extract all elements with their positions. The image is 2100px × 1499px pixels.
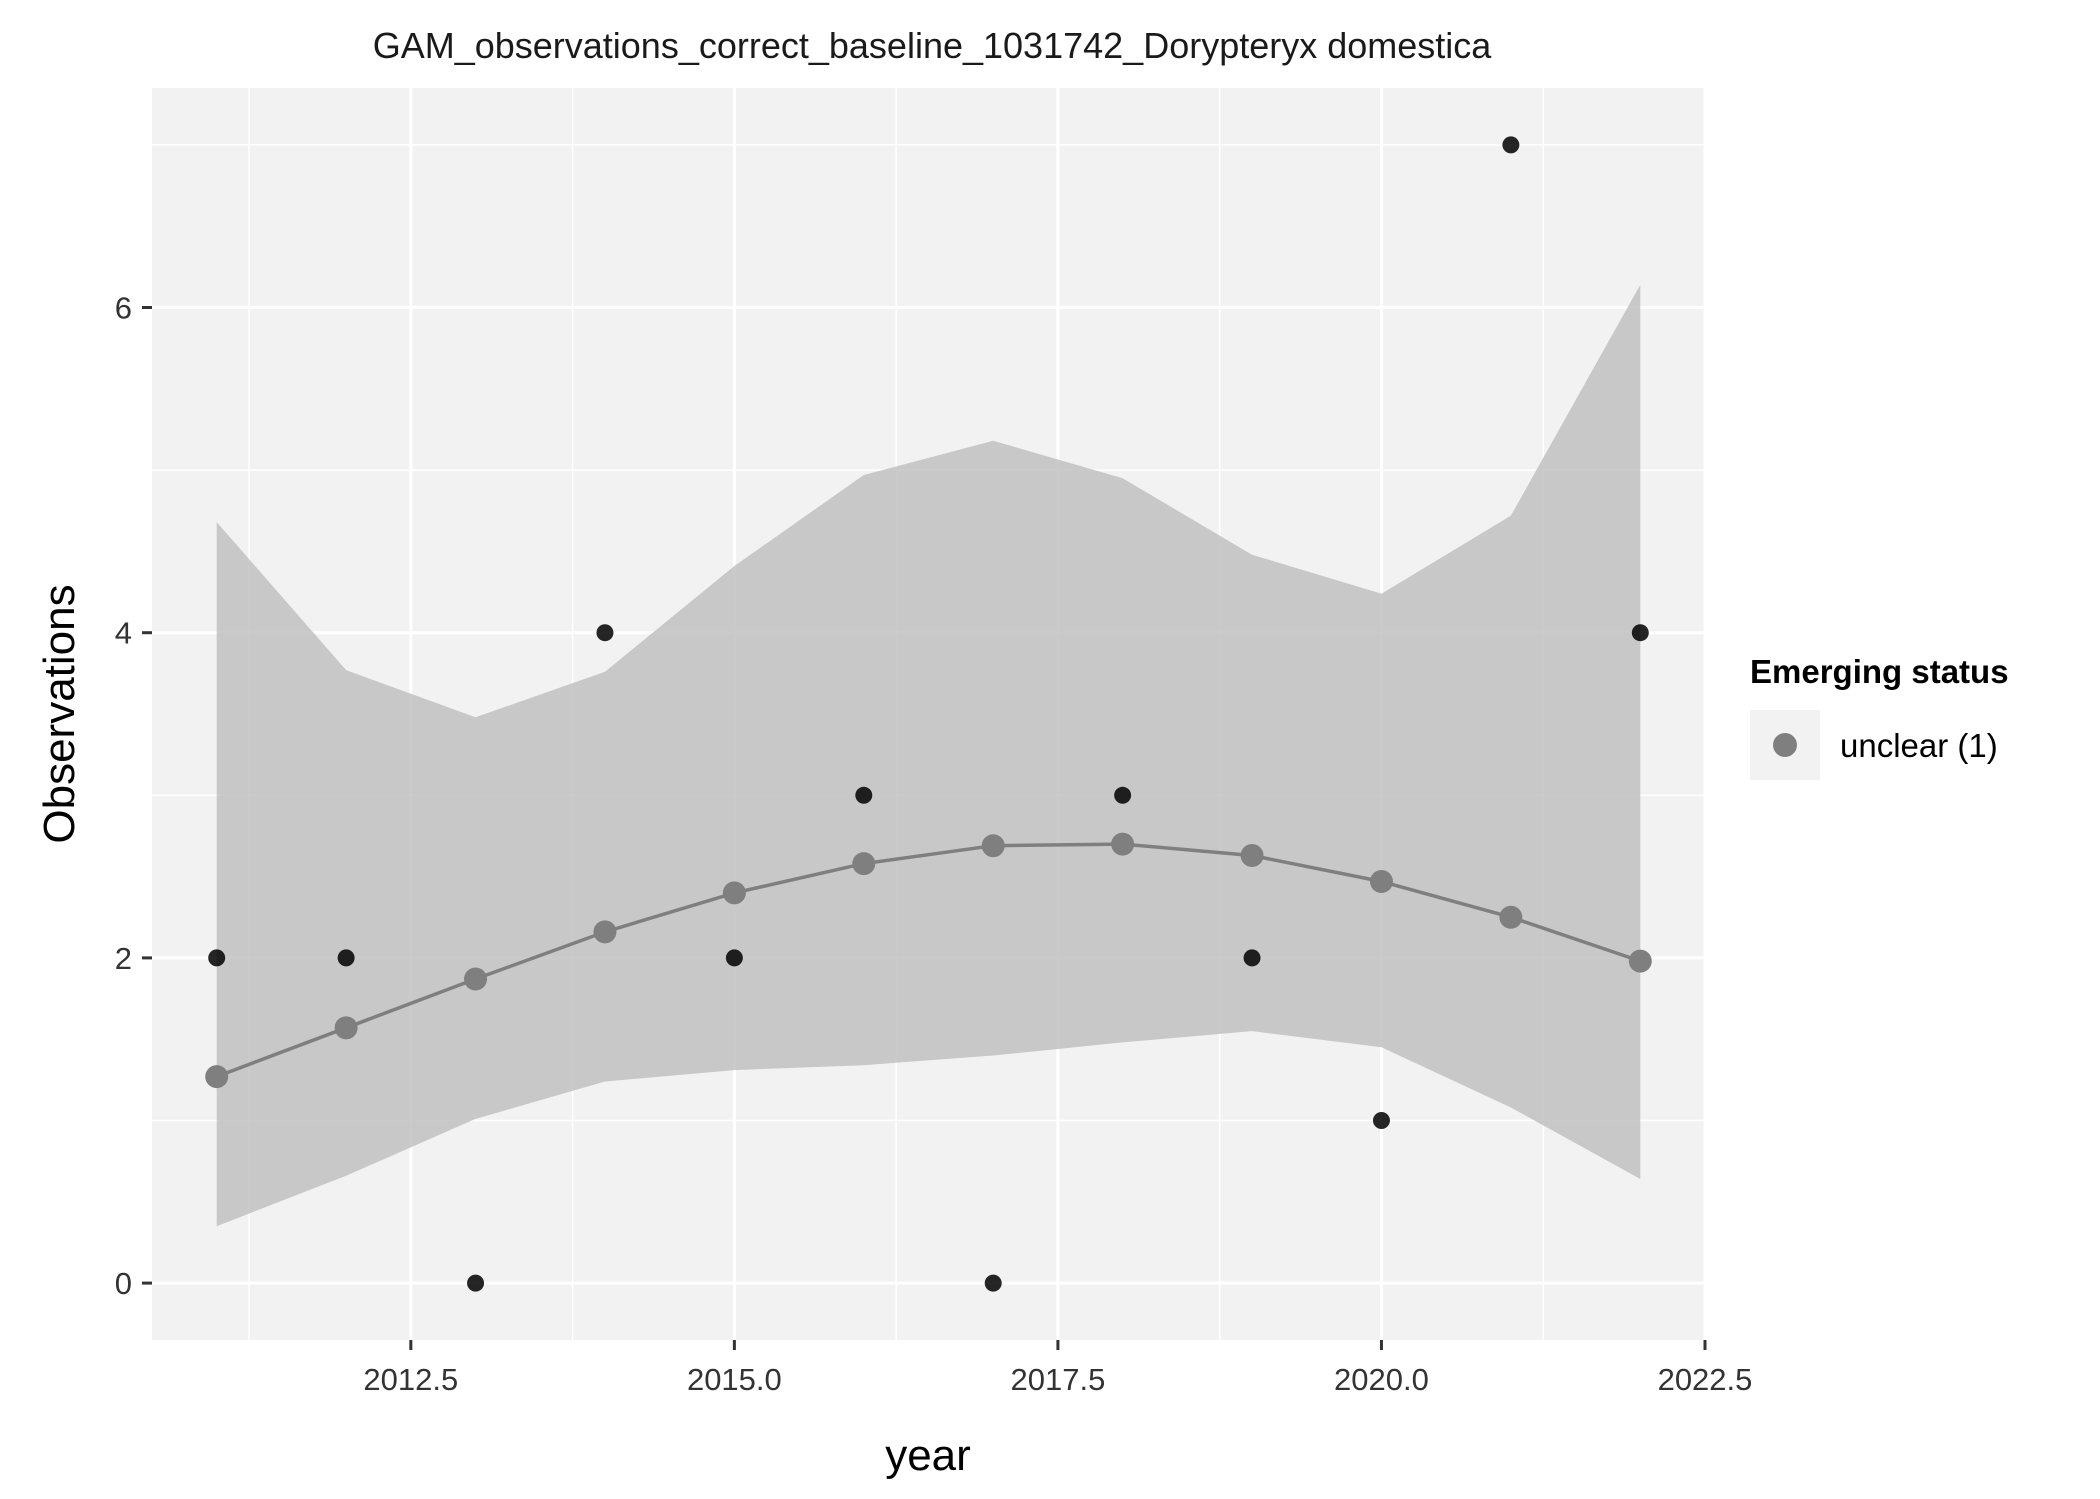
fit-points bbox=[205, 832, 1652, 1089]
observed-point bbox=[467, 1274, 485, 1292]
observed-point bbox=[855, 786, 873, 804]
observed-point bbox=[1243, 949, 1261, 967]
fit-point bbox=[464, 967, 488, 991]
x-tick-label: 2015.0 bbox=[687, 1362, 782, 1397]
observed-point bbox=[208, 949, 226, 967]
y-axis-title: Observations bbox=[35, 584, 84, 843]
observed-point bbox=[337, 949, 355, 967]
x-axis-title: year bbox=[885, 1431, 971, 1480]
x-tick-label: 2017.5 bbox=[1011, 1362, 1106, 1397]
x-axis: 2012.5 2015.0 2017.5 2020.0 2022.5 bbox=[363, 1340, 1752, 1397]
fit-point bbox=[981, 834, 1005, 858]
fit-point bbox=[1369, 869, 1393, 893]
observed-point bbox=[1631, 624, 1649, 642]
y-axis: 0 2 4 6 bbox=[115, 291, 152, 1301]
fit-point bbox=[205, 1065, 229, 1089]
fit-point bbox=[722, 881, 746, 905]
y-tick-label: 6 bbox=[115, 291, 132, 326]
fit-point bbox=[1111, 832, 1135, 856]
y-tick-label: 4 bbox=[115, 616, 132, 651]
x-tick-label: 2020.0 bbox=[1334, 1362, 1429, 1397]
legend-label: unclear (1) bbox=[1840, 727, 1998, 764]
legend: Emerging status unclear (1) bbox=[1750, 653, 2009, 780]
chart-title: GAM_observations_correct_baseline_103174… bbox=[373, 25, 1493, 66]
fit-point bbox=[1240, 843, 1264, 867]
fit-point bbox=[334, 1016, 358, 1040]
fit-point bbox=[1499, 905, 1523, 929]
observed-point bbox=[596, 624, 614, 642]
observed-point bbox=[725, 949, 743, 967]
y-tick-label: 0 bbox=[115, 1266, 132, 1301]
legend-key-point bbox=[1773, 733, 1797, 757]
fit-point bbox=[1628, 949, 1652, 973]
fit-point bbox=[852, 852, 876, 876]
confidence-ribbon bbox=[216, 284, 1641, 1227]
y-tick-label: 2 bbox=[115, 941, 132, 976]
legend-title: Emerging status bbox=[1750, 653, 2009, 690]
x-tick-label: 2012.5 bbox=[363, 1362, 458, 1397]
fit-line bbox=[216, 842, 1641, 1079]
observed-point bbox=[1114, 786, 1132, 804]
observed-point bbox=[1372, 1111, 1390, 1129]
x-tick-label: 2022.5 bbox=[1658, 1362, 1753, 1397]
observed-point bbox=[984, 1274, 1002, 1292]
observed-points bbox=[208, 136, 1649, 1292]
observed-point bbox=[1502, 136, 1520, 154]
fit-point bbox=[593, 920, 617, 944]
